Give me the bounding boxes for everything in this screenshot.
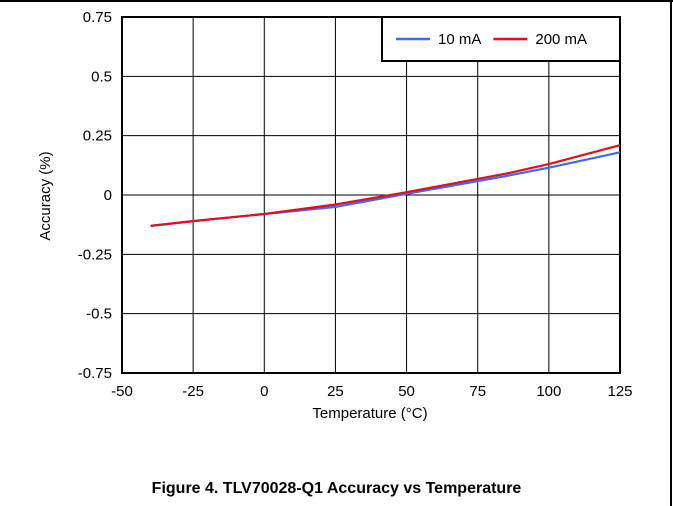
- frame-top-border: [0, 0, 673, 2]
- y-tick-label: -0.75: [78, 365, 112, 382]
- x-tick-label: 50: [398, 383, 415, 400]
- x-tick-label: -25: [182, 383, 204, 400]
- x-tick-label: -50: [111, 383, 133, 400]
- x-tick-label: 0: [260, 383, 268, 400]
- figure-caption: Figure 4. TLV70028-Q1 Accuracy vs Temper…: [151, 480, 522, 497]
- series-line-200-ma: [150, 144, 621, 227]
- legend-label: 10 mA: [438, 31, 481, 48]
- y-axis-label: Accuracy (%): [37, 151, 54, 240]
- grid-layer: [122, 17, 620, 373]
- x-axis-label: Temperature (°C): [312, 405, 427, 422]
- x-tick-label: 25: [327, 383, 344, 400]
- plot-frame: [121, 16, 621, 374]
- y-tick-label: -0.25: [78, 246, 112, 263]
- x-tick-label: 125: [607, 383, 632, 400]
- y-tick-label: 0.25: [83, 128, 112, 145]
- y-tick-label: 0: [104, 187, 112, 204]
- legend: 10 mA 200 mA: [381, 16, 621, 62]
- frame-right-border: [670, 0, 672, 506]
- y-tick-label: 0.75: [83, 9, 112, 26]
- y-tick-label: 0.5: [91, 68, 112, 85]
- x-tick-label: 100: [536, 383, 561, 400]
- series-layer: [150, 144, 621, 227]
- axis-layer: -50 -25 0 25 50 75 100 125 0.75 0.5 0.25 0 -0.25 -0.5…: [78, 9, 633, 400]
- x-tick-label: 75: [469, 383, 486, 400]
- y-tick-label: -0.5: [86, 306, 112, 323]
- legend-label: 200 mA: [535, 31, 587, 48]
